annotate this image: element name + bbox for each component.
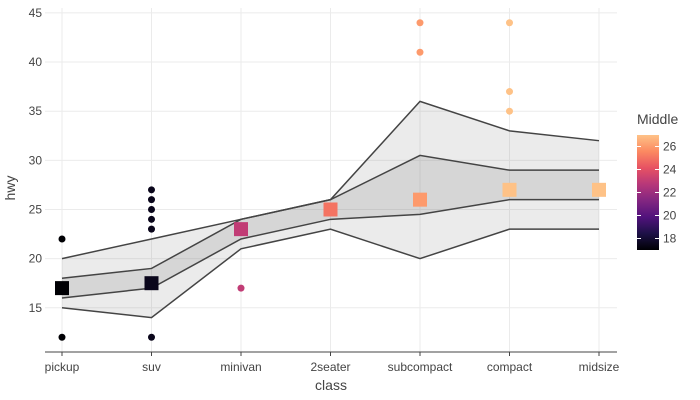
middle-marker <box>144 276 159 291</box>
colorbar-tick-label: 18 <box>663 232 677 246</box>
legend: Middle 18 20 22 24 26 <box>637 111 678 250</box>
grid <box>45 8 617 352</box>
y-tick-label: 25 <box>29 202 43 216</box>
outlier-point <box>148 186 155 194</box>
y-tick-label: 15 <box>29 301 43 315</box>
middle-marker <box>502 182 517 197</box>
colorbar <box>637 135 659 250</box>
outer-lower-line <box>61 228 599 319</box>
outlier-point <box>506 19 513 27</box>
axes: pickup suv minivan 2seater subcompact compact… <box>29 6 620 374</box>
y-tick-label: 20 <box>29 252 43 266</box>
outlier-point <box>416 48 424 56</box>
inner-upper-line <box>61 154 599 280</box>
outlier-point <box>237 284 245 292</box>
y-tick-label: 45 <box>29 6 43 20</box>
x-tick-label: suv <box>142 360 161 374</box>
colorbar-tick-label: 22 <box>663 186 677 200</box>
x-tick-label: compact <box>487 360 533 374</box>
outlier-point <box>148 333 155 341</box>
x-tick-label: pickup <box>45 360 80 374</box>
x-tick-label: subcompact <box>388 360 453 374</box>
x-tick-label: 2seater <box>310 360 350 374</box>
y-tick-label: 40 <box>29 55 43 69</box>
x-tick-label: midsize <box>579 360 620 374</box>
middle-marker <box>234 222 248 237</box>
outlier-point <box>148 205 155 213</box>
outlier-point <box>58 333 66 341</box>
inner-ribbon <box>62 155 599 298</box>
y-tick-label: 30 <box>29 153 43 167</box>
y-axis-title: hwy <box>2 176 18 201</box>
middle-marker <box>323 202 338 217</box>
colorbar-tick-label: 26 <box>663 140 677 154</box>
colorbar-tick-label: 20 <box>663 209 677 223</box>
outlier-point <box>416 19 424 27</box>
middle-marker <box>413 192 427 207</box>
outlier-point <box>58 235 66 243</box>
outlier-point <box>506 107 513 115</box>
outlier-point <box>506 88 513 96</box>
legend-title: Middle <box>637 111 678 127</box>
outlier-point <box>148 225 155 233</box>
data-points <box>55 19 606 341</box>
middle-marker <box>592 182 606 197</box>
middle-marker <box>55 281 69 296</box>
x-axis-title: class <box>315 377 347 393</box>
x-tick-label: minivan <box>220 360 261 374</box>
outlier-point <box>148 196 155 204</box>
colorbar-tick-label: 24 <box>663 163 677 177</box>
outlier-point <box>148 215 155 223</box>
y-tick-label: 35 <box>29 104 43 118</box>
